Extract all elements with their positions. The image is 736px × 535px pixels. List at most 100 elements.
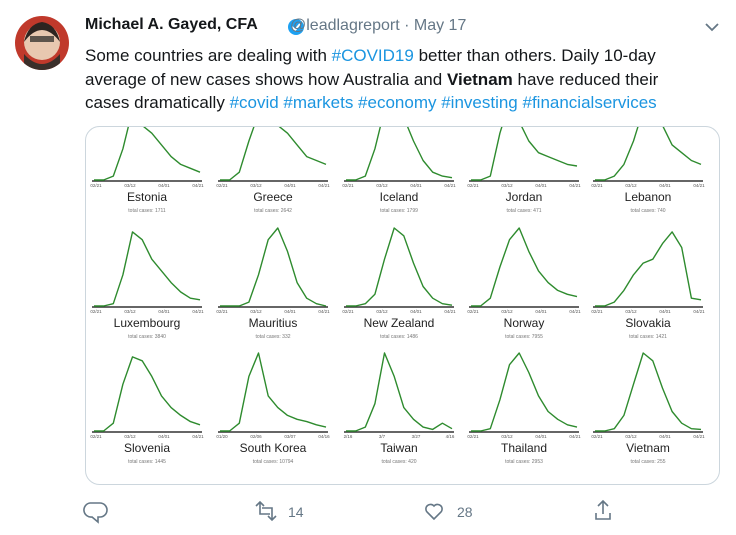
x-tick-label: 2/16 — [344, 434, 353, 439]
x-tick-label: 04/21 — [318, 309, 330, 314]
author-name[interactable]: Michael A. Gayed, CFA — [85, 16, 258, 33]
retweet-button[interactable] — [255, 500, 277, 522]
x-tick-label: 04/21 — [693, 309, 705, 314]
x-tick-label: 04/01 — [284, 183, 296, 188]
x-tick-label: 03/12 — [124, 183, 136, 188]
hashtag[interactable]: #covid #markets #economy #investing #fin… — [229, 93, 657, 112]
case-curve — [94, 127, 201, 181]
x-tick-label: 03/12 — [124, 434, 136, 439]
country-name: Lebanon — [625, 190, 672, 204]
text-line: average of new cases shows how Australia… — [85, 68, 658, 92]
x-tick-label: 03/12 — [625, 183, 637, 188]
x-tick-label: 3/27 — [412, 434, 421, 439]
total-cases: total cases: 1711 — [128, 208, 166, 214]
text-segment: have reduced their — [512, 69, 659, 89]
retweet-count: 14 — [288, 504, 304, 520]
x-tick-label: 03/12 — [376, 183, 388, 188]
country-name: Norway — [504, 316, 545, 330]
total-cases: total cases: 471 — [506, 208, 541, 214]
x-tick-label: 02/21 — [342, 183, 354, 188]
x-tick-label: 03/12 — [250, 183, 262, 188]
x-tick-label: 01/20 — [216, 434, 228, 439]
x-tick-label: 02/21 — [90, 183, 102, 188]
country-name: South Korea — [240, 441, 307, 455]
country-name: Luxembourg — [114, 316, 181, 330]
x-tick-label: 03/12 — [376, 309, 388, 314]
x-tick-label: 04/01 — [659, 183, 671, 188]
author-handle[interactable]: @leadlagreport — [290, 17, 400, 34]
country-name: Estonia — [127, 190, 167, 204]
verified-badge — [288, 19, 304, 35]
media-card[interactable] — [85, 126, 720, 485]
x-tick-label: 04/01 — [284, 309, 296, 314]
x-tick-label: 02/21 — [90, 434, 102, 439]
x-tick-label: 04/21 — [192, 183, 204, 188]
x-tick-label: 03/12 — [250, 309, 262, 314]
x-tick-label: 04/21 — [693, 183, 705, 188]
x-tick-label: 04/01 — [158, 309, 170, 314]
x-tick-label: 04/01 — [659, 309, 671, 314]
share-button[interactable] — [595, 499, 611, 520]
case-curve — [220, 352, 327, 432]
x-tick-label: 04/21 — [569, 309, 581, 314]
case-curve — [346, 227, 453, 307]
total-cases: total cases: 1421 — [629, 334, 667, 340]
x-tick-label: 04/21 — [444, 183, 456, 188]
country-name: Vietnam — [626, 441, 670, 455]
country-name: New Zealand — [364, 316, 435, 330]
x-tick-label: 04/21 — [318, 183, 330, 188]
x-tick-label: 02/06 — [250, 434, 262, 439]
country-name: Mauritius — [249, 316, 298, 330]
x-tick-label: 02/21 — [591, 309, 603, 314]
reply-button[interactable] — [83, 502, 108, 524]
country-name: Greece — [253, 190, 293, 204]
case-curve — [471, 352, 578, 432]
case-curve — [595, 127, 702, 181]
total-cases: total cases: 10794 — [253, 459, 294, 465]
x-tick-label: 02/21 — [467, 434, 479, 439]
x-tick-label: 04/21 — [569, 434, 581, 439]
x-tick-label: 03/12 — [625, 309, 637, 314]
x-tick-label: 3/7 — [379, 434, 386, 439]
tweet-date[interactable]: · May 17 — [404, 17, 467, 34]
x-tick-label: 4/16 — [446, 434, 455, 439]
x-tick-label: 03/12 — [501, 434, 513, 439]
country-name: Iceland — [380, 190, 419, 204]
case-curve — [595, 231, 702, 307]
case-curve — [346, 352, 453, 432]
total-cases: total cases: 2953 — [505, 459, 543, 465]
x-tick-label: 04/21 — [693, 434, 705, 439]
case-curve — [471, 127, 578, 181]
x-tick-label: 04/01 — [659, 434, 671, 439]
x-tick-label: 02/21 — [467, 183, 479, 188]
case-curve — [471, 227, 578, 307]
x-tick-label: 04/01 — [158, 183, 170, 188]
total-cases: total cases: 332 — [255, 334, 290, 340]
total-cases: total cases: 1486 — [380, 334, 418, 340]
menu-chevron[interactable] — [705, 23, 719, 32]
country-name: Slovakia — [625, 316, 671, 330]
x-tick-label: 02/21 — [216, 309, 228, 314]
x-tick-label: 02/21 — [591, 434, 603, 439]
total-cases: total cases: 255 — [630, 459, 665, 465]
x-tick-label: 04/01 — [410, 309, 422, 314]
tweet-meta: @leadlagreport · May 17 — [290, 17, 466, 35]
hashtag[interactable]: #COVID19 — [331, 46, 414, 65]
like-count: 28 — [457, 504, 473, 520]
like-button[interactable] — [425, 503, 443, 521]
x-tick-label: 04/21 — [444, 309, 456, 314]
x-tick-label: 03/12 — [625, 434, 637, 439]
x-tick-label: 02/21 — [216, 183, 228, 188]
x-tick-label: 04/01 — [410, 183, 422, 188]
text-segment: Some countries are dealing with — [85, 46, 332, 65]
text-segment: better than others. Daily 10-day — [413, 46, 656, 65]
text-line: cases dramatically #covid #markets #econ… — [85, 91, 658, 115]
x-tick-label: 04/01 — [535, 309, 547, 314]
tweet-text: Some countries are dealing with #COVID19… — [85, 44, 658, 115]
media-panels: 02/21 03/12 04/01 04/21 Estonia total cases: … — [90, 127, 705, 465]
avatar[interactable] — [14, 15, 70, 72]
x-tick-label: 03/12 — [124, 309, 136, 314]
country-name: Jordan — [506, 190, 543, 204]
